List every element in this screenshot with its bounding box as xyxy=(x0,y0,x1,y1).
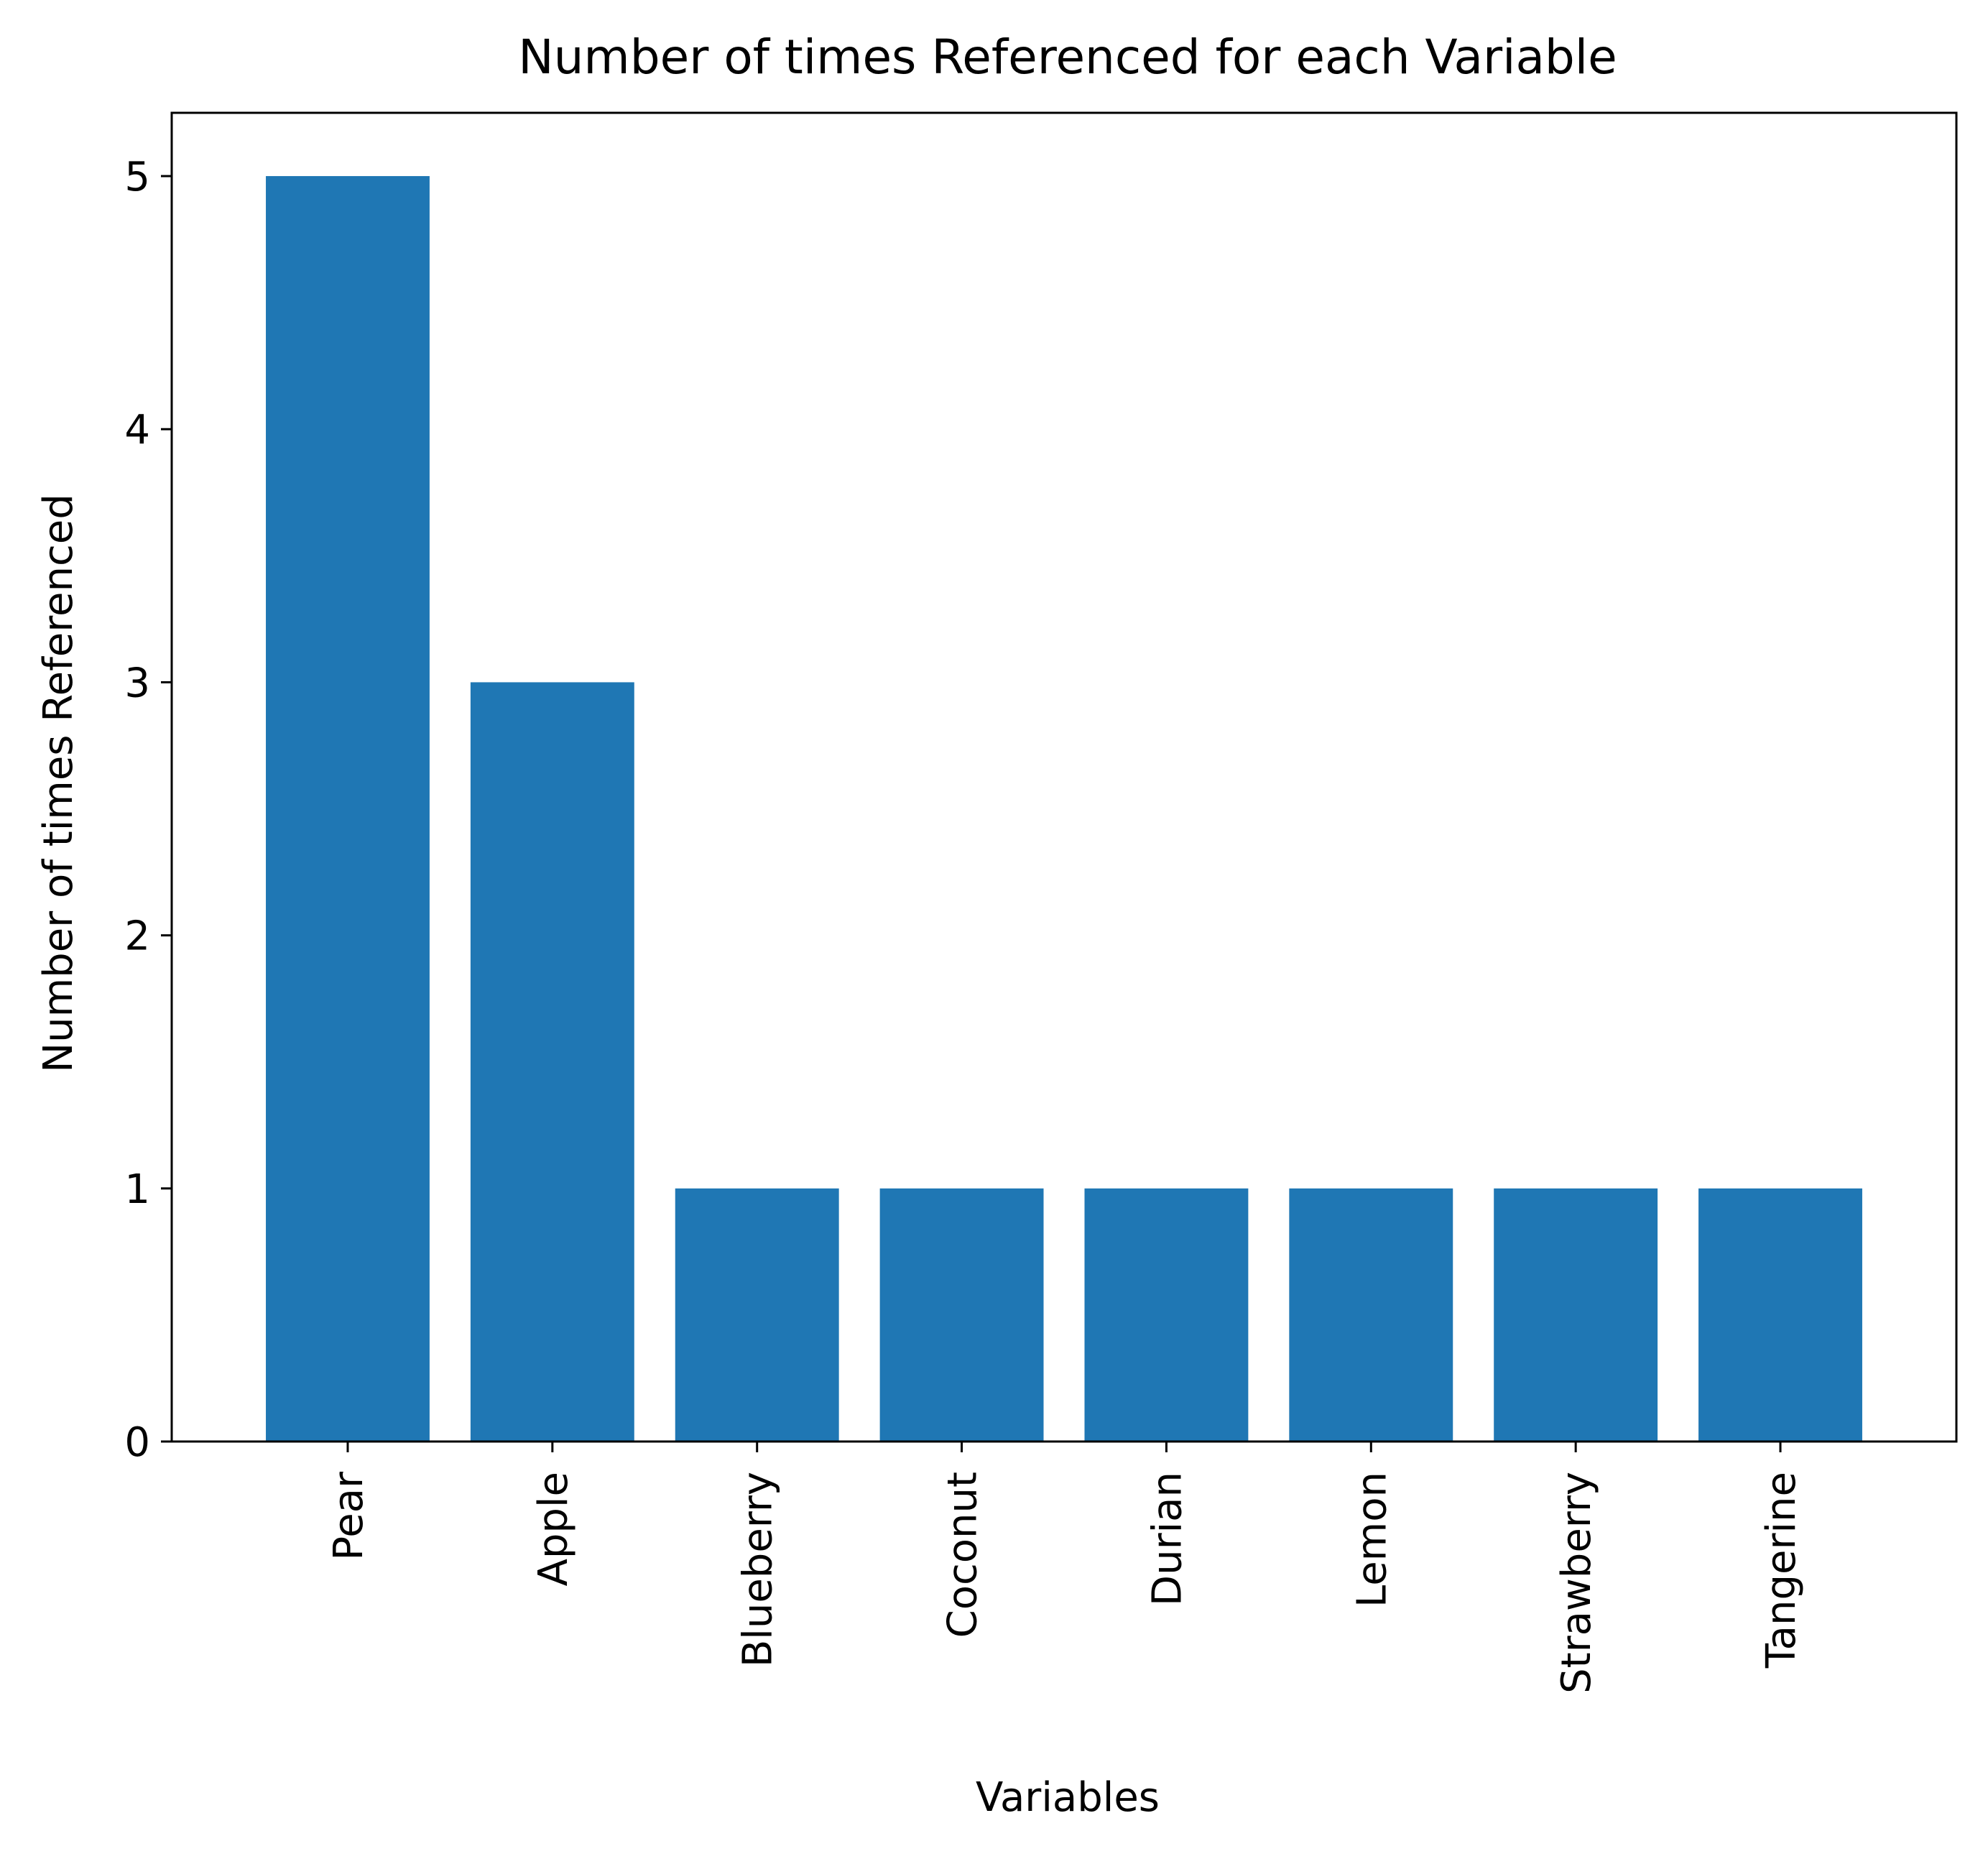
axes-frame xyxy=(170,111,1958,1443)
chart-title: Number of times Referenced for each Vari… xyxy=(518,29,1617,85)
x-tick-label-durian: Durian xyxy=(1144,1472,1191,1606)
y-tick-label: 4 xyxy=(124,407,150,453)
bar-lemon xyxy=(1289,1188,1453,1442)
bar-strawberry xyxy=(1494,1188,1658,1442)
y-tick-label: 3 xyxy=(124,660,150,706)
x-tick-label-lemon: Lemon xyxy=(1349,1472,1395,1608)
x-tick-label-apple: Apple xyxy=(530,1472,577,1586)
bar-pear xyxy=(266,176,430,1442)
x-tick-label-blueberry: Blueberry xyxy=(735,1472,782,1667)
bar-blueberry xyxy=(675,1188,839,1442)
x-tick-label-coconut: Coconut xyxy=(940,1472,986,1638)
x-tick-label-strawberry: Strawberry xyxy=(1553,1472,1600,1694)
x-tick-label-pear: Pear xyxy=(325,1471,372,1561)
y-tick-label: 1 xyxy=(124,1166,150,1213)
y-tick-label: 0 xyxy=(124,1419,150,1466)
bar-tangerine xyxy=(1698,1188,1862,1442)
y-tick-label: 2 xyxy=(124,913,150,960)
bar-coconut xyxy=(879,1188,1044,1442)
bar-apple xyxy=(470,682,634,1442)
bar-durian xyxy=(1084,1188,1249,1442)
x-tick-label-tangerine: Tangerine xyxy=(1758,1472,1805,1669)
y-axis-label: Number of times Referenced xyxy=(35,494,82,1073)
plot-area: 0 1 2 3 4 5 Pear Apple Blueberry Coconut Durian Lem… xyxy=(124,111,1958,1694)
y-tick-label: 5 xyxy=(124,154,150,200)
x-axis-label: Variables xyxy=(976,1774,1160,1821)
